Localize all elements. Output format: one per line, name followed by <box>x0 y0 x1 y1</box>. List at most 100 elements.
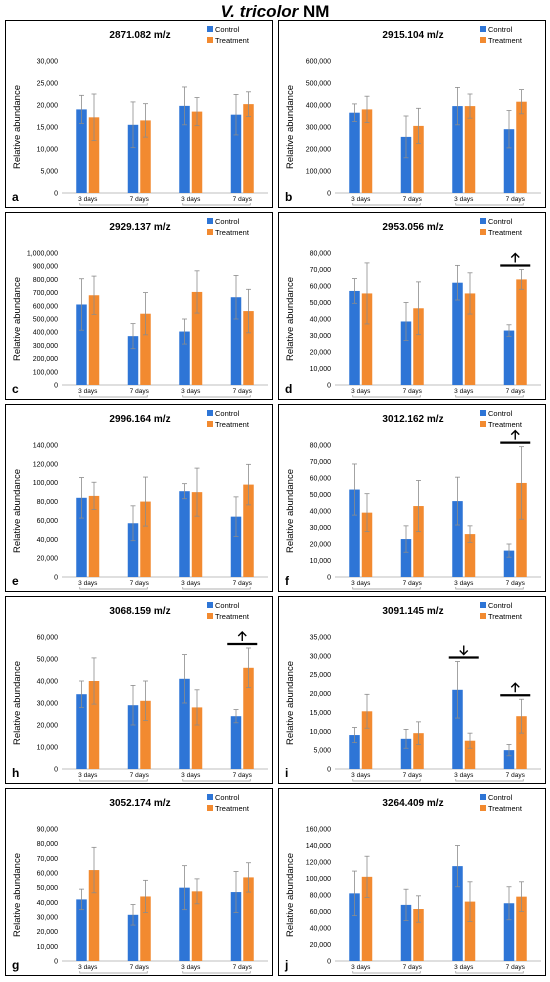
y-tick-label: 20,000 <box>310 350 332 357</box>
legend-label-treatment: Treatment <box>215 804 250 813</box>
panel-letter: h <box>12 766 20 780</box>
group-bracket <box>182 587 251 590</box>
x-tick-label: 7 days <box>233 772 253 779</box>
y-tick-label: 60,000 <box>37 635 59 642</box>
y-tick-label: 70,000 <box>37 856 59 863</box>
chart-title: 2929.137 m/z <box>109 222 170 233</box>
x-tick-label: 3 days <box>181 388 201 395</box>
chart-panel-e: 2996.164 m/z Control Treatment Relative abu… <box>5 404 273 592</box>
panel-letter: b <box>285 190 293 204</box>
bar-control <box>349 112 360 193</box>
bar-control <box>349 735 360 769</box>
y-tick-label: 120,000 <box>33 461 58 468</box>
legend-swatch-control <box>207 602 213 608</box>
y-axis-label: Relative abundance <box>285 85 296 169</box>
bar-treatment <box>361 109 373 193</box>
y-tick-label: 80,000 <box>37 499 59 506</box>
panel-letter: a <box>12 190 19 204</box>
panel-letter: f <box>285 574 289 588</box>
legend-label-treatment: Treatment <box>215 420 250 429</box>
y-axis-label: Relative abundance <box>285 661 296 745</box>
y-tick-label: 30,000 <box>37 915 59 922</box>
bar-treatment <box>140 700 151 769</box>
chart-panel-h: 3068.159 m/z Control Treatment Relative abu… <box>5 596 273 784</box>
bar-treatment <box>191 291 203 385</box>
y-tick-label: 40,000 <box>37 679 59 686</box>
bar-control <box>127 523 139 577</box>
bar-control <box>452 106 463 193</box>
chart-title: 3264.409 m/z <box>382 798 443 809</box>
bar-treatment <box>413 506 424 577</box>
x-tick-label: 3 days <box>351 388 371 395</box>
bar-control <box>400 539 412 577</box>
y-tick-label: 25,000 <box>37 81 59 88</box>
bar-treatment <box>140 896 151 961</box>
x-tick-label: 3 days <box>78 964 98 971</box>
bar-control <box>76 899 87 961</box>
y-tick-label: 60,000 <box>37 871 59 878</box>
group-bracket <box>79 203 148 206</box>
x-tick-label: 7 days <box>403 196 423 203</box>
bar-treatment <box>361 876 373 961</box>
y-tick-label: 50,000 <box>310 492 332 499</box>
legend-label-control: Control <box>215 217 240 226</box>
y-tick-label: 0 <box>54 383 58 390</box>
bar-control <box>503 330 515 385</box>
bar-control <box>179 331 190 385</box>
legend-label-treatment: Treatment <box>488 420 523 429</box>
y-tick-label: 30,000 <box>310 333 332 340</box>
y-tick-label: 15,000 <box>310 710 332 717</box>
y-tick-label: 200,000 <box>33 356 58 363</box>
bar-control <box>400 738 412 769</box>
y-tick-label: 0 <box>54 959 58 966</box>
x-tick-label: 3 days <box>454 580 474 587</box>
arrow-down-icon <box>459 645 469 656</box>
x-tick-label: 3 days <box>351 964 371 971</box>
bar-control <box>349 489 360 577</box>
y-tick-label: 0 <box>327 191 331 198</box>
bar-control <box>452 501 463 577</box>
bar-treatment <box>464 740 476 769</box>
bar-control <box>400 136 412 193</box>
bar-treatment <box>516 716 527 769</box>
legend-swatch-treatment <box>207 229 213 235</box>
bar-treatment <box>361 512 373 577</box>
chart-title: 3068.159 m/z <box>109 606 170 617</box>
group-bracket <box>352 203 421 206</box>
panel-letter: i <box>285 766 289 780</box>
legend-swatch-treatment <box>480 805 486 811</box>
y-tick-label: 0 <box>327 383 331 390</box>
x-tick-label: 7 days <box>130 772 150 779</box>
y-tick-label: 30,000 <box>310 653 332 660</box>
bar-control <box>127 705 139 769</box>
legend-label-treatment: Treatment <box>215 612 250 621</box>
y-tick-label: 30,000 <box>310 525 332 532</box>
bar-treatment <box>464 534 476 577</box>
bar-treatment <box>243 104 254 193</box>
bar-treatment <box>464 106 476 193</box>
bar-treatment <box>361 711 373 769</box>
x-tick-label: 3 days <box>78 388 98 395</box>
y-tick-label: 10,000 <box>310 366 332 373</box>
bar-control <box>127 914 139 961</box>
y-tick-label: 140,000 <box>33 443 58 450</box>
chart-panel-c: 2929.137 m/z Control Treatment Relative abu… <box>5 212 273 400</box>
y-tick-label: 20,000 <box>310 691 332 698</box>
y-tick-label: 400,000 <box>33 330 58 337</box>
y-tick-label: 300,000 <box>306 125 331 132</box>
x-tick-label: 7 days <box>506 772 526 779</box>
group-bracket <box>455 971 524 974</box>
bar-control <box>452 282 463 385</box>
bar-treatment <box>243 484 254 577</box>
y-tick-label: 100,000 <box>33 480 58 487</box>
x-tick-label: 3 days <box>181 580 201 587</box>
y-tick-label: 15,000 <box>37 125 59 132</box>
panel-letter: e <box>12 574 19 588</box>
bar-treatment <box>413 308 424 385</box>
group-bracket <box>455 779 524 782</box>
group-bracket <box>79 779 148 782</box>
arrow-up-icon <box>510 252 520 263</box>
y-axis-label: Relative abundance <box>285 469 296 553</box>
y-tick-label: 40,000 <box>310 926 332 933</box>
y-tick-label: 120,000 <box>306 860 331 867</box>
